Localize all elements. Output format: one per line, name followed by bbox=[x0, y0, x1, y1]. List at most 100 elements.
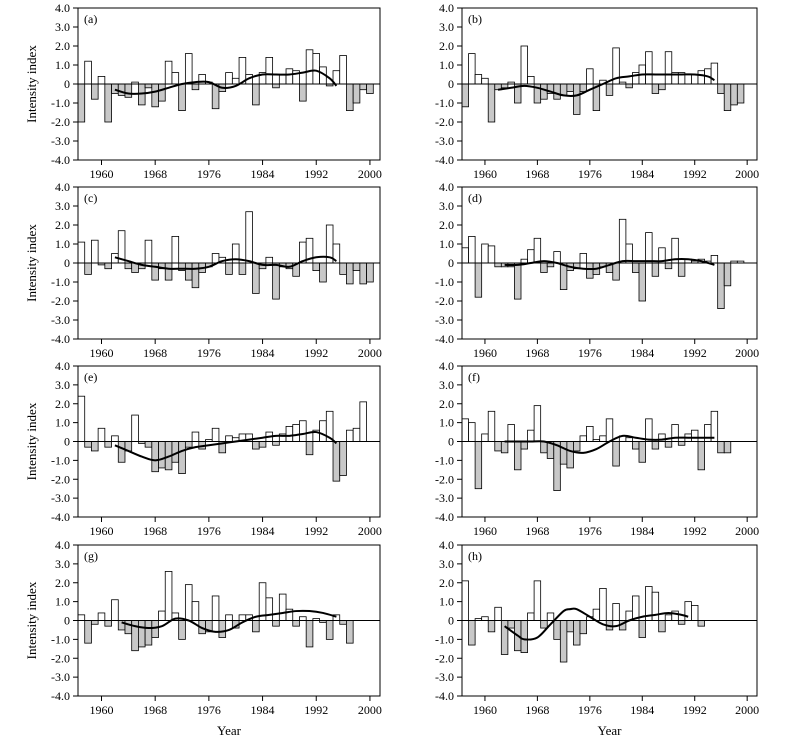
x-tick-label: 1984 bbox=[251, 167, 275, 181]
bar-1958 bbox=[468, 422, 476, 442]
panel-label: (f) bbox=[468, 370, 480, 384]
y-tick-label: 2.0 bbox=[439, 218, 454, 232]
bar-1976 bbox=[586, 262, 594, 279]
y-tick-label: -4.0 bbox=[435, 689, 454, 703]
bar-1975 bbox=[579, 253, 587, 264]
bar-1962 bbox=[111, 435, 119, 442]
y-axis-label: Intensity index bbox=[24, 224, 39, 302]
bar-1983 bbox=[252, 262, 260, 294]
bar-1990 bbox=[677, 262, 686, 277]
bar-1979 bbox=[605, 418, 614, 442]
bar-1977 bbox=[211, 427, 220, 442]
bar-1973 bbox=[184, 584, 193, 621]
bar-1958 bbox=[468, 620, 476, 646]
x-tick-label: 1976 bbox=[578, 703, 602, 717]
trend-line bbox=[504, 607, 689, 641]
panel-h: 4.0 3.0 2.0 1.0 0 -1.0 -2.0 -3.0 -4.0 1960 1968 197… bbox=[435, 538, 759, 738]
bar-1992 bbox=[691, 605, 699, 621]
bar-1999 bbox=[359, 262, 367, 285]
bar-1970 bbox=[164, 571, 173, 621]
x-tick-label: 1992 bbox=[304, 524, 328, 538]
trend-line bbox=[504, 257, 715, 271]
bar-1965 bbox=[131, 414, 139, 442]
bar-1994 bbox=[704, 424, 712, 442]
bar-1986 bbox=[272, 262, 280, 300]
bar-1989 bbox=[292, 620, 300, 627]
y-tick-label: -4.0 bbox=[51, 510, 70, 524]
bar-1991 bbox=[305, 49, 314, 85]
y-tick-label: -3.0 bbox=[435, 491, 454, 505]
bar-1973 bbox=[184, 53, 193, 85]
x-tick-label: 1976 bbox=[197, 524, 221, 538]
bar-1978 bbox=[218, 620, 227, 638]
y-tick-label: 2.0 bbox=[439, 576, 454, 590]
y-tick-label: 0 bbox=[64, 435, 70, 449]
bar-1992 bbox=[312, 53, 321, 85]
panel-label: (c) bbox=[84, 191, 97, 205]
bar-1966 bbox=[520, 45, 528, 85]
bar-1960 bbox=[481, 77, 489, 85]
x-tick-label: 1968 bbox=[143, 703, 167, 717]
bar-1966 bbox=[520, 258, 528, 264]
bar-1996 bbox=[717, 441, 725, 454]
bar-1957 bbox=[461, 247, 469, 264]
bar-1985 bbox=[265, 57, 274, 85]
bar-1996 bbox=[339, 620, 347, 625]
bar-1984 bbox=[638, 441, 646, 463]
bar-1982 bbox=[625, 437, 633, 442]
bar-1960 bbox=[481, 616, 489, 621]
bar-1963 bbox=[117, 620, 126, 631]
y-tick-label: 2.0 bbox=[439, 397, 454, 411]
bar-1957 bbox=[461, 83, 469, 108]
trend-line bbox=[497, 73, 715, 97]
y-tick-label: 2.0 bbox=[55, 39, 70, 53]
x-tick-label: 2000 bbox=[735, 524, 759, 538]
panel-c: 4.0 3.0 2.0 1.0 0 -1.0 -2.0 -3.0 -4.0 1960 1968 197… bbox=[24, 180, 382, 360]
trend-line bbox=[114, 430, 338, 462]
y-tick-label: 0 bbox=[448, 256, 454, 270]
bar-1993 bbox=[697, 70, 705, 85]
bar-1985 bbox=[645, 418, 653, 442]
x-tick-label: 2000 bbox=[358, 346, 382, 360]
y-tick-label: 0 bbox=[64, 256, 70, 270]
x-tick-label: 1984 bbox=[630, 167, 654, 181]
bar-1960 bbox=[97, 76, 106, 85]
bar-1961 bbox=[104, 262, 112, 270]
bar-1988 bbox=[664, 441, 673, 448]
x-tick-label: 1976 bbox=[197, 703, 221, 717]
bar-1986 bbox=[272, 441, 280, 446]
y-tick-label: 1.0 bbox=[439, 58, 454, 72]
bar-1988 bbox=[285, 425, 294, 442]
bar-1995 bbox=[332, 441, 341, 482]
y-tick-label: 3.0 bbox=[439, 378, 454, 392]
x-tick-label: 1960 bbox=[473, 346, 497, 360]
bar-1959 bbox=[91, 83, 99, 100]
bar-1996 bbox=[339, 55, 347, 85]
bar-1960 bbox=[97, 612, 106, 621]
y-tick-label: 4.0 bbox=[55, 359, 70, 373]
bar-1967 bbox=[144, 620, 153, 646]
bar-1969 bbox=[540, 262, 548, 273]
bar-1986 bbox=[651, 441, 660, 450]
x-tick-label: 2000 bbox=[735, 346, 759, 360]
bar-1972 bbox=[178, 83, 186, 112]
x-tick-label: 1976 bbox=[197, 167, 221, 181]
y-tick-label: 3.0 bbox=[439, 557, 454, 571]
bar-1972 bbox=[559, 83, 568, 96]
panel-label: (e) bbox=[84, 370, 97, 384]
x-tick-label: 1976 bbox=[578, 524, 602, 538]
bar-1974 bbox=[191, 262, 200, 289]
y-tick-label: 2.0 bbox=[439, 39, 454, 53]
bar-1993 bbox=[319, 420, 327, 442]
y-tick-label: -4.0 bbox=[51, 689, 70, 703]
bar-1966 bbox=[520, 620, 528, 653]
bar-1974 bbox=[191, 83, 200, 91]
x-tick-label: 2000 bbox=[358, 524, 382, 538]
bar-1975 bbox=[579, 435, 587, 442]
bar-1977 bbox=[211, 83, 220, 110]
bar-1984 bbox=[638, 262, 646, 302]
bar-2000 bbox=[366, 83, 374, 94]
bar-1975 bbox=[579, 620, 587, 635]
panel-f: 4.0 3.0 2.0 1.0 0 -1.0 -2.0 -3.0 -4.0 1960 1968 197… bbox=[435, 359, 759, 538]
